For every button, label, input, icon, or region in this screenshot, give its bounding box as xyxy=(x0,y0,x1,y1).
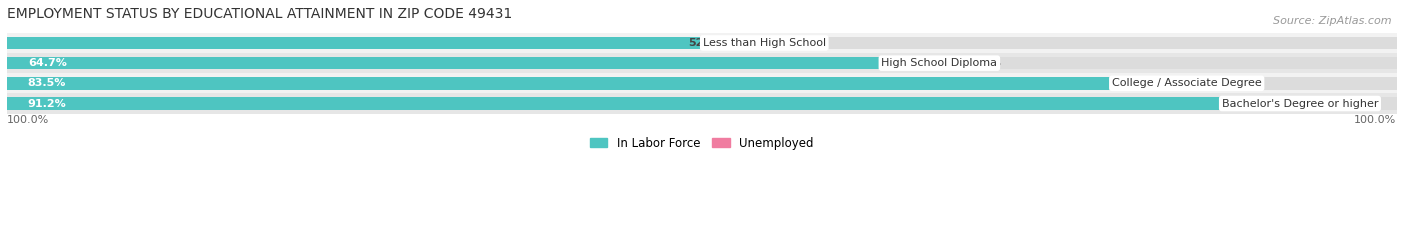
Bar xyxy=(7,37,734,49)
Text: College / Associate Degree: College / Associate Degree xyxy=(1112,78,1261,88)
Bar xyxy=(7,73,1396,93)
Text: Less than High School: Less than High School xyxy=(703,38,825,48)
Bar xyxy=(7,57,1396,69)
Text: EMPLOYMENT STATUS BY EDUCATIONAL ATTAINMENT IN ZIP CODE 49431: EMPLOYMENT STATUS BY EDUCATIONAL ATTAINM… xyxy=(7,7,512,21)
Bar xyxy=(7,37,1396,49)
Bar xyxy=(7,97,1396,110)
Text: 3.4%: 3.4% xyxy=(792,38,823,48)
Text: 91.2%: 91.2% xyxy=(28,99,66,109)
Bar xyxy=(1167,77,1192,90)
Text: Bachelor's Degree or higher: Bachelor's Degree or higher xyxy=(1222,99,1378,109)
Bar xyxy=(7,97,1274,110)
Text: 52.3%: 52.3% xyxy=(689,38,727,48)
Bar xyxy=(905,57,959,69)
Text: 83.5%: 83.5% xyxy=(28,78,66,88)
Legend: In Labor Force, Unemployed: In Labor Force, Unemployed xyxy=(585,132,818,154)
Bar xyxy=(734,37,780,49)
Bar xyxy=(7,77,1167,90)
Text: Source: ZipAtlas.com: Source: ZipAtlas.com xyxy=(1274,16,1392,26)
Bar xyxy=(1274,97,1312,110)
Text: 64.7%: 64.7% xyxy=(28,58,66,68)
Bar xyxy=(7,53,1396,73)
Bar xyxy=(7,77,1396,90)
Text: 100.0%: 100.0% xyxy=(7,115,49,125)
Text: 100.0%: 100.0% xyxy=(1354,115,1396,125)
Text: High School Diploma: High School Diploma xyxy=(882,58,997,68)
Text: 3.8%: 3.8% xyxy=(970,58,1001,68)
Bar xyxy=(7,57,905,69)
Text: 1.8%: 1.8% xyxy=(1204,78,1234,88)
Bar xyxy=(7,33,1396,53)
Bar xyxy=(7,93,1396,114)
Text: 2.7%: 2.7% xyxy=(1323,99,1354,109)
